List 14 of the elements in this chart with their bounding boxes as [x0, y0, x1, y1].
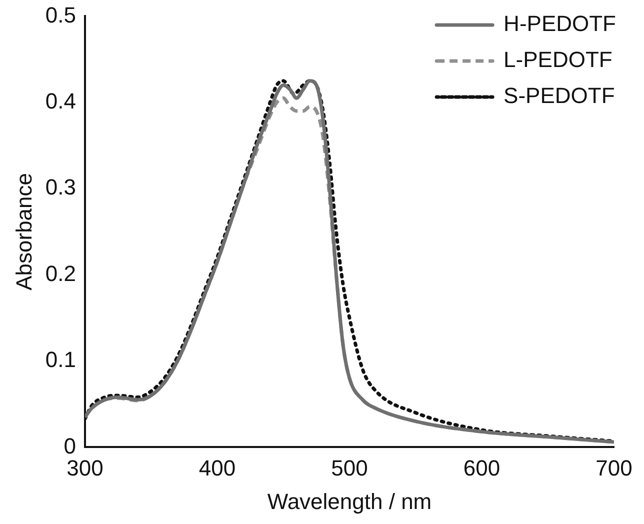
y-axis-title: Absorbance: [11, 172, 36, 290]
y-tick-label: 0.3: [45, 174, 76, 200]
y-tick-label: 0.1: [45, 347, 76, 372]
x-tick-label: 500: [331, 455, 368, 480]
y-tick-label: 0.4: [45, 88, 76, 114]
legend-label: S-PEDOTF: [504, 83, 615, 108]
legend-label: H-PEDOTF: [504, 11, 616, 36]
x-tick-label: 600: [463, 455, 500, 480]
x-axis-title: Wavelength / nm: [267, 488, 432, 514]
legend-label: L-PEDOTF: [504, 47, 612, 72]
x-tick-label: 400: [198, 455, 236, 480]
y-tick-label: 0.5: [45, 2, 76, 28]
x-tick-label: 700: [596, 455, 632, 480]
y-tick-label: 0.2: [45, 260, 76, 286]
